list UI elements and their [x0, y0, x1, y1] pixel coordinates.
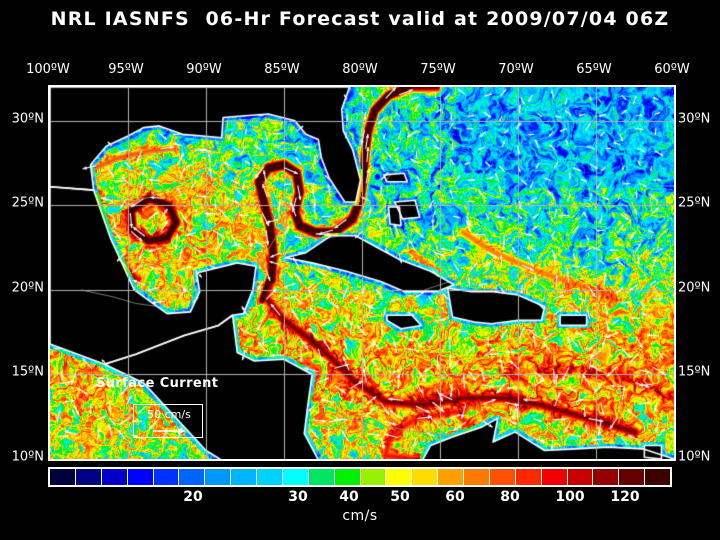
surface-current-legend-label: Surface Current — [96, 376, 219, 391]
colorbar-swatch — [386, 469, 413, 485]
lat-tick-label: 10ºN — [678, 449, 711, 465]
colorbar-swatch — [257, 469, 283, 485]
lon-tick-label: 90ºW — [186, 62, 222, 77]
lat-tick-label: 10ºN — [11, 449, 44, 465]
lat-tick-label: 15ºN — [678, 364, 711, 380]
lon-tick-label: 80ºW — [342, 62, 378, 77]
colorbar-swatch — [360, 469, 387, 485]
colorbar-swatch — [205, 469, 232, 485]
lon-tick-label: 70ºW — [498, 62, 534, 77]
lat-tick-label: 30ºN — [678, 111, 711, 127]
colorbar-swatch — [231, 469, 257, 485]
colorbar-tick: 30 — [288, 489, 308, 505]
colorbar-unit-label: cm/s — [342, 508, 378, 524]
colorbar-tick-labels: 20 30 40 50 60 80 100 120 — [0, 489, 720, 507]
lon-tick-label: 65ºW — [576, 62, 612, 77]
colorbar-swatch — [464, 469, 490, 485]
map-plot-frame — [48, 85, 676, 461]
colorbar-swatch — [412, 469, 439, 485]
colorbar-swatch — [153, 469, 180, 485]
colorbar-swatch — [179, 469, 206, 485]
lat-tick-label: 25ºN — [11, 195, 44, 211]
colorbar-tick: 80 — [500, 489, 520, 505]
vector-scale-box: 50 cm/s — [133, 404, 203, 438]
colorbar-swatch — [567, 469, 594, 485]
colorbar-tick: 120 — [610, 489, 640, 505]
colorbar-swatch — [438, 469, 464, 485]
colorbar-swatch — [282, 469, 309, 485]
colorbar — [48, 467, 672, 487]
colorbar-swatch — [593, 469, 620, 485]
lat-tick-label: 20ºN — [11, 280, 44, 296]
lon-tick-label: 100ºW — [26, 62, 70, 77]
lon-tick-label: 75ºW — [420, 62, 456, 77]
colorbar-swatch — [334, 469, 361, 485]
colorbar-swatch — [619, 469, 646, 485]
right-arrow-icon — [153, 428, 186, 434]
colorbar-swatch — [50, 469, 76, 485]
colorbar-tick: 20 — [183, 489, 203, 505]
surface-current-map — [50, 87, 674, 459]
lat-tick-label: 30ºN — [11, 111, 44, 127]
colorbar-tick: 100 — [555, 489, 585, 505]
colorbar-tick: 40 — [339, 489, 359, 505]
colorbar-swatch — [127, 469, 154, 485]
page-title: NRL IASNFS 06-Hr Forecast valid at 2009/… — [50, 8, 670, 30]
colorbar-tick: 60 — [445, 489, 465, 505]
colorbar-swatch — [75, 469, 102, 485]
lon-tick-label: 95ºW — [108, 62, 144, 77]
colorbar-swatch — [541, 469, 568, 485]
vector-scale-label: 50 cm/s — [147, 408, 191, 421]
lon-tick-label: 60ºW — [654, 62, 690, 77]
lat-tick-label: 20ºN — [678, 280, 711, 296]
colorbar-swatch — [515, 469, 542, 485]
colorbar-swatch — [489, 469, 516, 485]
lon-tick-label: 85ºW — [264, 62, 300, 77]
colorbar-swatch — [645, 469, 670, 485]
colorbar-swatch — [308, 469, 335, 485]
colorbar-swatch — [101, 469, 128, 485]
lat-tick-label: 15ºN — [11, 364, 44, 380]
lat-tick-label: 25ºN — [678, 195, 711, 211]
colorbar-tick: 50 — [390, 489, 410, 505]
